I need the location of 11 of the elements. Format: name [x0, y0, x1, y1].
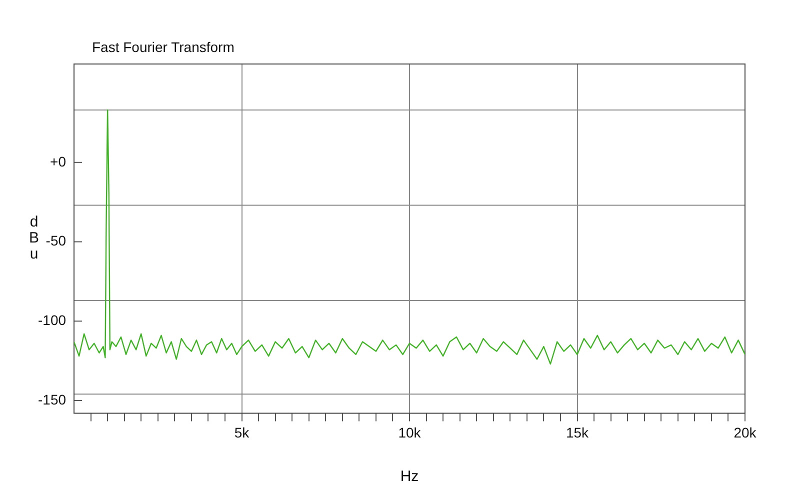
y-axis-title: dBu: [28, 214, 40, 263]
x-tick-label: 10k: [398, 424, 422, 440]
x-axis-title: Hz: [400, 468, 419, 486]
x-tick-label: 5k: [234, 424, 250, 440]
x-tick-label: 15k: [566, 424, 590, 440]
y-tick-label: -50: [46, 232, 66, 249]
y-tick-label: -100: [38, 312, 66, 328]
y-tick-label: +0: [50, 153, 66, 170]
x-tick-label: 20k: [734, 424, 758, 440]
chart-title: Fast Fourier Transform: [92, 39, 234, 55]
y-tick-label: -150: [38, 391, 66, 408]
